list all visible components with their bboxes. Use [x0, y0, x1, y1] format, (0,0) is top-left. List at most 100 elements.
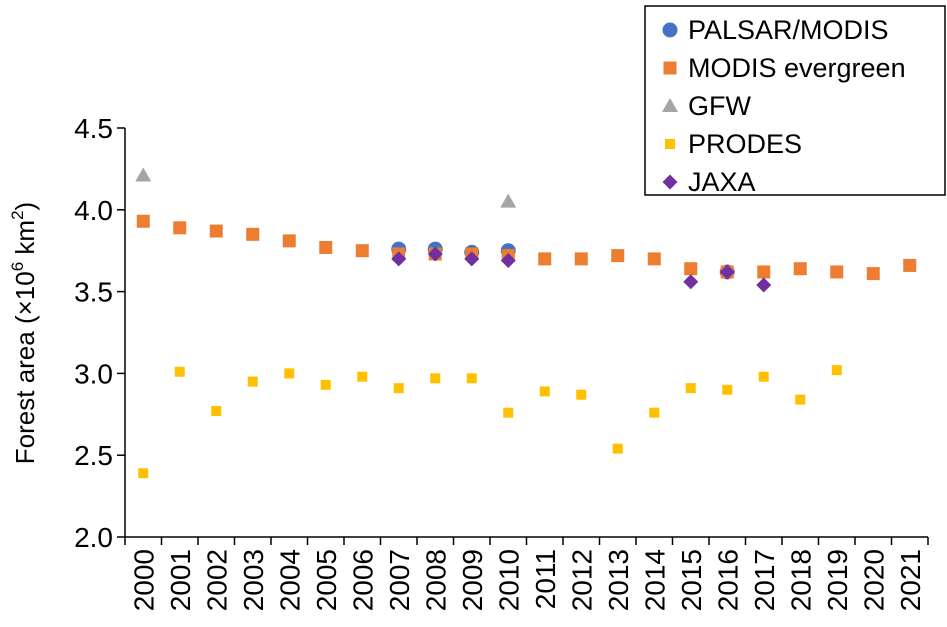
x-tick-label: 2003	[238, 549, 269, 611]
data-point	[173, 221, 187, 235]
data-point	[793, 262, 807, 276]
data-points	[135, 167, 917, 479]
data-point	[391, 251, 407, 267]
data-point	[903, 258, 917, 272]
legend-label: GFW	[688, 91, 751, 121]
y-axis-title-group: Forest area (×106 km2)	[8, 202, 40, 464]
x-tick-label: 2005	[311, 549, 342, 611]
legend-marker	[665, 139, 675, 149]
x-tick-label: 2015	[676, 549, 707, 611]
axes	[117, 127, 929, 545]
data-point	[136, 214, 150, 228]
series-palsar-modis	[391, 241, 735, 280]
data-point	[685, 383, 696, 394]
y-tick-label: 4.5	[74, 113, 113, 144]
data-point	[757, 265, 771, 279]
data-point	[319, 240, 333, 254]
data-point	[357, 371, 368, 382]
data-point	[282, 234, 296, 248]
x-tick-label: 2014	[639, 549, 670, 611]
y-axis-title-middle: km	[10, 220, 40, 262]
y-tick-label: 4.0	[74, 195, 113, 226]
data-point	[209, 224, 223, 238]
x-tick-label: 2020	[858, 549, 889, 611]
data-point	[393, 383, 404, 394]
data-point	[683, 274, 699, 290]
data-point	[795, 394, 806, 405]
data-point	[866, 267, 880, 281]
legend-item: GFW	[662, 91, 751, 121]
y-axis-title-main: Forest area (×10	[10, 271, 40, 464]
data-point	[247, 376, 258, 387]
data-point	[539, 386, 550, 397]
data-point	[612, 443, 623, 454]
legend-label: PRODES	[688, 129, 802, 159]
x-tick-label: 2012	[566, 549, 597, 611]
legend-marker	[662, 22, 678, 38]
x-tick-label: 2021	[895, 549, 926, 611]
data-point	[466, 373, 477, 384]
y-axis-title-superscript-1: 6	[8, 262, 27, 271]
x-tick-label: 2016	[712, 549, 743, 611]
x-tick-label: 2007	[384, 549, 415, 611]
data-point	[611, 249, 625, 263]
legend-label: MODIS evergreen	[688, 53, 906, 83]
x-tick-label: 2002	[201, 549, 232, 611]
data-point	[246, 227, 260, 241]
data-point	[538, 252, 552, 266]
legend-frame	[644, 5, 946, 196]
y-axis-title: Forest area (×106 km2)	[8, 202, 40, 464]
legend-item: MODIS evergreen	[663, 53, 906, 83]
series-jaxa	[391, 246, 772, 293]
data-point	[430, 373, 441, 384]
x-tick-label: 2019	[822, 549, 853, 611]
y-axis-title-end: )	[10, 202, 40, 211]
data-point	[831, 365, 842, 376]
legend-marker	[663, 61, 677, 75]
legend-marker	[662, 98, 678, 112]
x-tick-label: 2004	[274, 549, 305, 611]
legend-marker	[662, 174, 678, 190]
data-point	[719, 264, 735, 280]
data-point	[500, 253, 516, 269]
x-tick-label: 2010	[493, 549, 524, 611]
data-point	[320, 379, 331, 390]
x-tick-label: 2000	[128, 549, 159, 611]
legend-item: PRODES	[665, 129, 802, 159]
x-tick-label: 2008	[420, 549, 451, 611]
legend: PALSAR/MODIS MODIS evergreen GFW PRODES JAXA	[644, 5, 946, 197]
data-point	[758, 371, 769, 382]
data-point	[500, 193, 517, 208]
y-tick-labels: 2.0 2.5 3.0 3.5 4.0 4.5	[74, 113, 113, 553]
data-point	[427, 246, 443, 262]
legend-label: JAXA	[688, 167, 756, 197]
data-point	[574, 252, 588, 266]
data-point	[355, 244, 369, 258]
series-prodes	[138, 365, 842, 479]
data-point	[135, 167, 152, 182]
x-tick-label: 2006	[347, 549, 378, 611]
series-gfw	[135, 167, 517, 208]
data-point	[503, 407, 514, 418]
data-point	[830, 265, 844, 279]
x-tick-labels: 2000 2001 2002 2003 2004 2005 2006 2007 2008 2009…	[128, 549, 926, 611]
data-point	[684, 262, 698, 276]
series-modis-evergreen	[136, 214, 917, 281]
x-tick-label: 2018	[785, 549, 816, 611]
legend-item: JAXA	[662, 167, 756, 197]
x-tick-label: 2009	[457, 549, 488, 611]
legend-item: PALSAR/MODIS	[662, 15, 889, 45]
legend-label: PALSAR/MODIS	[688, 15, 889, 45]
y-tick-label: 2.0	[74, 522, 113, 553]
data-point	[138, 468, 149, 479]
data-point	[576, 389, 587, 400]
data-point	[647, 252, 661, 266]
data-point	[211, 406, 222, 417]
y-axis-title-superscript-2: 2	[8, 210, 27, 219]
data-point	[284, 368, 295, 379]
y-tick-label: 3.0	[74, 358, 113, 389]
data-point	[649, 407, 660, 418]
x-tick-label: 2017	[749, 549, 780, 611]
x-tick-label: 2013	[603, 549, 634, 611]
